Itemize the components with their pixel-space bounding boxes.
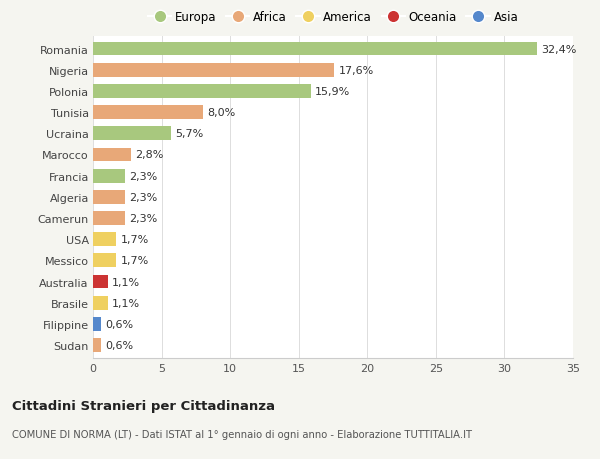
Text: 0,6%: 0,6% [106,340,133,350]
Bar [93,127,171,141]
Text: 2,3%: 2,3% [128,171,157,181]
Bar [93,190,125,204]
Text: 1,7%: 1,7% [121,235,149,245]
Bar [93,317,101,331]
Text: 2,8%: 2,8% [136,150,164,160]
Bar [93,296,108,310]
Text: 32,4%: 32,4% [541,45,577,55]
Text: 5,7%: 5,7% [175,129,203,139]
Text: COMUNE DI NORMA (LT) - Dati ISTAT al 1° gennaio di ogni anno - Elaborazione TUTT: COMUNE DI NORMA (LT) - Dati ISTAT al 1° … [12,429,472,439]
Text: 8,0%: 8,0% [207,108,235,118]
Legend: Europa, Africa, America, Oceania, Asia: Europa, Africa, America, Oceania, Asia [148,11,518,24]
Bar [93,148,131,162]
Text: 1,1%: 1,1% [112,298,140,308]
Bar [93,254,116,268]
Bar [93,233,116,246]
Bar [93,275,108,289]
Text: 1,7%: 1,7% [121,256,149,266]
Text: 2,3%: 2,3% [128,213,157,224]
Bar [93,338,101,352]
Bar [93,85,311,99]
Text: 0,6%: 0,6% [106,319,133,329]
Text: 2,3%: 2,3% [128,192,157,202]
Bar [93,169,125,183]
Bar [93,212,125,225]
Text: 17,6%: 17,6% [338,66,374,76]
Text: Cittadini Stranieri per Cittadinanza: Cittadini Stranieri per Cittadinanza [12,399,275,412]
Bar [93,106,203,120]
Text: 15,9%: 15,9% [315,87,350,97]
Bar [93,64,334,78]
Bar [93,43,538,56]
Text: 1,1%: 1,1% [112,277,140,287]
